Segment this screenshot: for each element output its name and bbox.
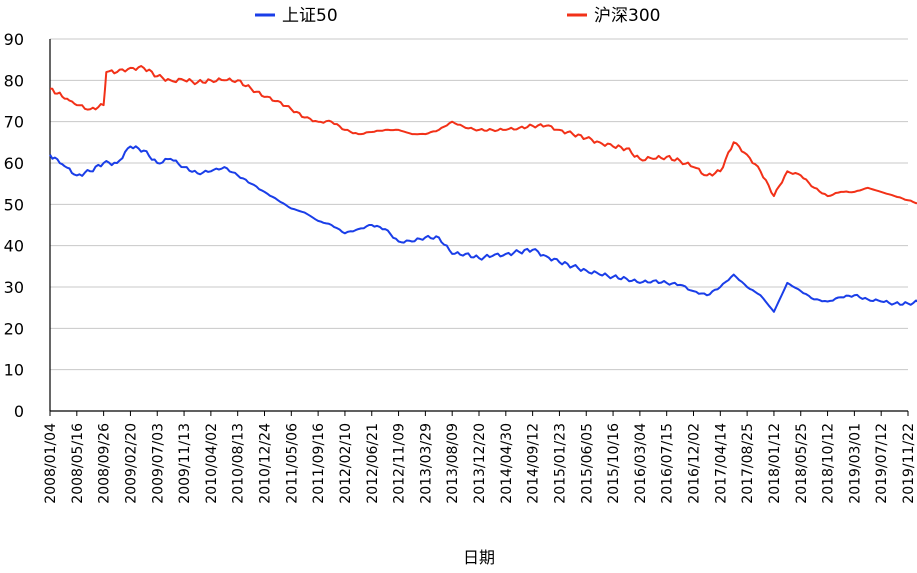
y-tick-label-0: 0: [14, 402, 24, 421]
x-tick-label-18: 2014/09/12: [526, 423, 542, 504]
x-tick-label-1: 2008/05/16: [70, 423, 86, 504]
y-tick-label-30: 30: [4, 278, 24, 297]
x-tick-label-15: 2013/08/09: [445, 423, 461, 504]
x-tick-label-7: 2010/08/13: [231, 423, 247, 504]
x-tick-labels: 2008/01/04 2008/05/16 2008/09/26 2009/02/20…: [43, 423, 917, 504]
x-tick-label-24: 2016/12/02: [687, 423, 703, 504]
axes: [49, 39, 909, 416]
x-tick-label-32: 2019/11/22: [901, 423, 917, 504]
series-lines: [49, 65, 917, 313]
x-tick-label-17: 2014/04/30: [499, 423, 515, 504]
y-tick-label-70: 70: [4, 113, 24, 132]
gridlines: [50, 38, 908, 412]
x-tick-label-4: 2009/07/03: [150, 423, 166, 504]
y-tick-labels: 0 10 20 30 40 50 60 70 80 90: [4, 30, 24, 421]
y-tick-label-60: 60: [4, 154, 24, 173]
series-line-0: [49, 145, 917, 313]
y-tick-label-80: 80: [4, 71, 24, 90]
x-axis-title: 日期: [463, 548, 495, 567]
x-tick-label-22: 2016/03/04: [633, 423, 649, 504]
x-tick-label-23: 2016/07/15: [660, 423, 676, 504]
y-tick-label-10: 10: [4, 361, 24, 380]
x-tick-label-8: 2010/12/24: [258, 423, 274, 504]
x-tick-label-21: 2015/10/16: [606, 423, 622, 504]
x-tick-label-29: 2018/10/12: [821, 423, 837, 504]
legend: 上证50 沪深300: [255, 6, 660, 26]
legend-label-hushen300: 沪深300: [594, 6, 660, 26]
x-tick-label-9: 2011/05/06: [284, 423, 300, 504]
x-tick-label-14: 2013/03/29: [418, 423, 434, 504]
x-tick-label-6: 2010/04/02: [204, 423, 220, 504]
y-tick-label-40: 40: [4, 237, 24, 256]
series-line-1: [49, 65, 917, 205]
y-tick-label-50: 50: [4, 195, 24, 214]
x-tick-label-20: 2015/06/05: [579, 423, 595, 504]
x-tick-label-5: 2009/11/13: [177, 423, 193, 504]
x-tick-label-10: 2011/09/16: [311, 423, 327, 504]
x-tick-label-12: 2012/06/21: [365, 423, 381, 504]
x-tick-label-16: 2013/12/20: [472, 423, 488, 504]
x-tick-label-27: 2018/01/12: [767, 423, 783, 504]
legend-label-shangzheng50: 上证50: [282, 6, 338, 26]
x-tick-label-3: 2009/02/20: [123, 423, 139, 504]
x-tick-label-2: 2008/09/26: [97, 423, 113, 504]
x-tick-label-0: 2008/01/04: [43, 423, 59, 504]
x-tick-label-28: 2018/05/25: [794, 423, 810, 504]
x-tick-label-13: 2012/11/09: [392, 423, 408, 504]
x-tick-label-31: 2019/07/12: [874, 423, 890, 504]
y-tick-label-90: 90: [4, 30, 24, 49]
y-tick-label-20: 20: [4, 319, 24, 338]
x-tick-label-11: 2012/02/10: [338, 423, 354, 504]
x-tick-label-30: 2019/03/01: [847, 423, 863, 504]
x-tick-label-19: 2015/01/23: [552, 423, 568, 504]
x-tick-label-25: 2017/04/14: [713, 423, 729, 504]
x-tick-label-26: 2017/08/25: [740, 423, 756, 504]
